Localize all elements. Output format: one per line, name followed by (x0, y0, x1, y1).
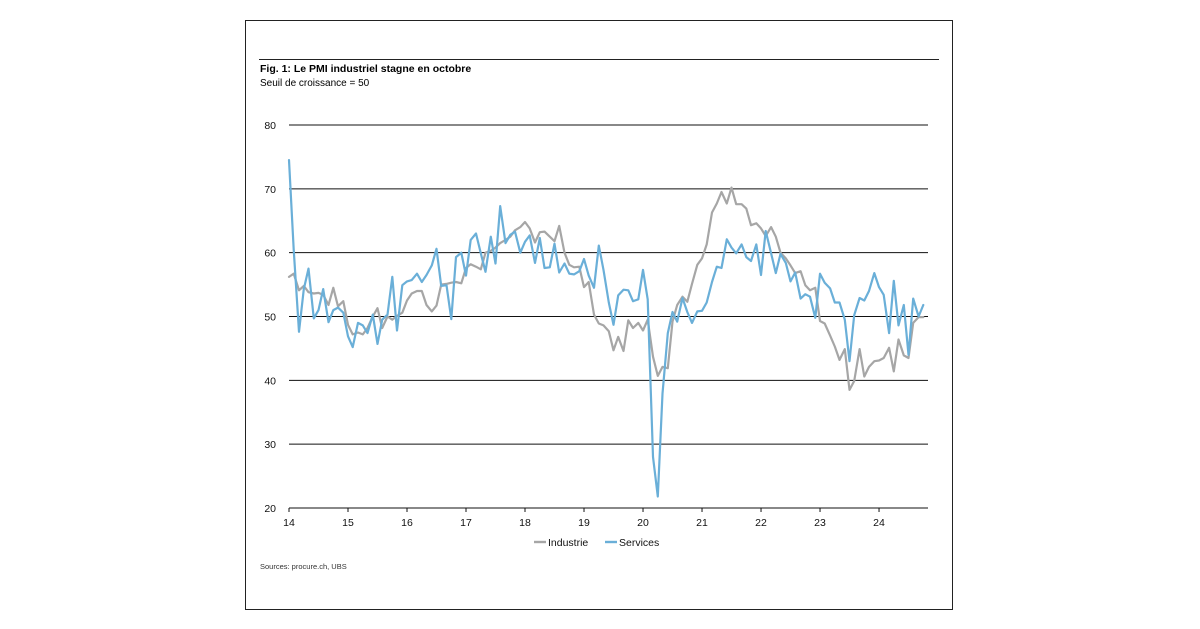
y-tick-label: 20 (264, 503, 276, 515)
chart-subtitle: Seuil de croissance = 50 (260, 78, 370, 89)
y-tick-label: 80 (264, 120, 276, 132)
x-tick-label: 22 (755, 517, 767, 529)
x-axis-ticks: 14 15 16 17 18 19 20 21 22 23 24 (283, 508, 885, 529)
legend: Industrie Services (534, 537, 659, 549)
x-tick-label: 24 (873, 517, 885, 529)
y-tick-label: 30 (264, 439, 276, 451)
x-tick-label: 14 (283, 517, 295, 529)
x-tick-label: 23 (814, 517, 826, 529)
series-line-services (287, 159, 925, 498)
top-rule (259, 59, 939, 60)
legend-label-industrie: Industrie (548, 537, 588, 549)
y-tick-label: 40 (264, 375, 276, 387)
x-tick-label: 17 (460, 517, 472, 529)
x-tick-label: 18 (519, 517, 531, 529)
x-tick-label: 16 (401, 517, 413, 529)
chart-source: Sources: procure.ch, UBS (260, 562, 347, 571)
x-tick-label: 19 (578, 517, 590, 529)
x-tick-label: 21 (696, 517, 708, 529)
y-tick-label: 60 (264, 248, 276, 260)
y-tick-label: 70 (264, 184, 276, 196)
chart-title: Fig. 1: Le PMI industriel stagne en octo… (260, 63, 472, 75)
figure-frame: Fig. 1: Le PMI industriel stagne en octo… (245, 20, 953, 610)
y-axis-ticks: 20 30 40 50 60 70 80 (264, 120, 276, 515)
legend-label-services: Services (619, 537, 659, 549)
x-tick-label: 20 (637, 517, 649, 529)
series-lines (287, 159, 925, 498)
x-tick-label: 15 (342, 517, 354, 529)
y-tick-label: 50 (264, 312, 276, 324)
